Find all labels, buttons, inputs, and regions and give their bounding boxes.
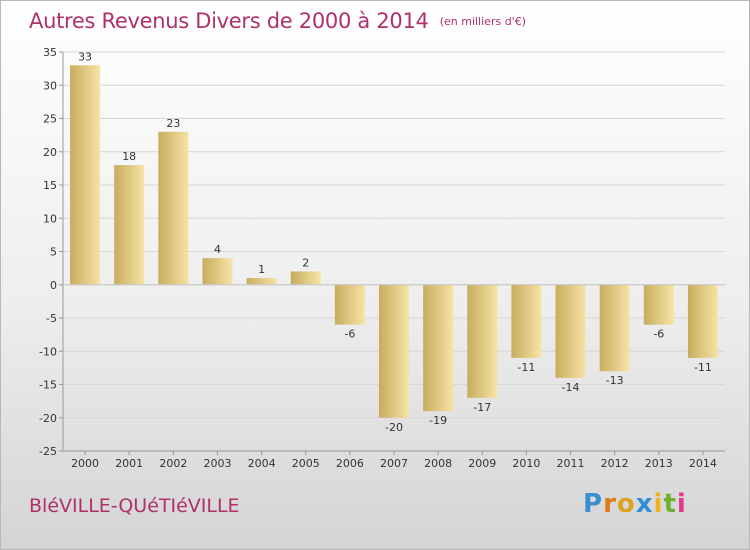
x-tick-label-2002: 2002	[159, 457, 187, 470]
bar-2005	[290, 271, 321, 285]
data-label-2002: 23	[166, 117, 180, 130]
x-tick-label-2004: 2004	[248, 457, 276, 470]
y-tick-label: 35	[43, 46, 57, 59]
y-tick-label: -20	[39, 412, 57, 425]
y-tick-label: 0	[50, 279, 57, 292]
logo-letter: i	[676, 489, 687, 519]
y-tick-label: -5	[46, 312, 57, 325]
bar-2000	[70, 65, 101, 285]
y-tick-label: 25	[43, 113, 57, 126]
y-tick-label: 10	[43, 212, 57, 225]
data-label-2014: -11	[694, 361, 712, 374]
commune-name: BléVILLE-QUéTIéVILLE	[29, 495, 240, 517]
logo-letter: t	[663, 489, 677, 519]
logo-letter: r	[603, 489, 617, 519]
bar-2009	[467, 284, 498, 398]
data-label-2006: -6	[344, 328, 355, 341]
data-label-2011: -14	[562, 381, 580, 394]
bar-2013	[643, 284, 674, 325]
x-tick-label-2005: 2005	[292, 457, 320, 470]
logo-letter: o	[616, 489, 636, 519]
data-label-2000: 33	[78, 50, 92, 63]
x-tick-label-2013: 2013	[645, 457, 673, 470]
x-tick-label-2014: 2014	[689, 457, 717, 470]
y-tick-label: 5	[50, 246, 57, 259]
data-label-2009: -17	[473, 401, 491, 414]
bar-2010	[511, 284, 542, 358]
bar-2007	[379, 284, 409, 418]
x-tick-label-2001: 2001	[115, 457, 143, 470]
x-tick-label-2003: 2003	[203, 457, 231, 470]
x-tick-label-2012: 2012	[601, 457, 629, 470]
chart-unit-note: (en milliers d'€)	[439, 15, 526, 28]
bar-2012	[599, 284, 630, 372]
y-tick-label: -10	[39, 345, 57, 358]
bar-2011	[555, 284, 586, 378]
logo-letter: x	[635, 489, 654, 519]
data-label-2005: 2	[302, 256, 309, 269]
x-tick-label-2006: 2006	[336, 457, 364, 470]
chart-title: Autres Revenus Divers de 2000 à 2014 (en…	[29, 9, 526, 33]
y-tick-label: -25	[39, 445, 57, 458]
x-tick-label-2000: 2000	[71, 457, 99, 470]
data-label-2008: -19	[429, 414, 447, 427]
data-label-2007: -20	[385, 421, 403, 434]
bar-2008	[423, 284, 454, 412]
bar-2006	[334, 284, 365, 325]
y-tick-label: 15	[43, 179, 57, 192]
proxiti-logo: Proxiti	[583, 489, 687, 519]
x-tick-label-2011: 2011	[557, 457, 585, 470]
bar-2001	[114, 165, 145, 285]
data-label-2001: 18	[122, 150, 136, 163]
x-tick-label-2007: 2007	[380, 457, 408, 470]
data-label-2010: -11	[517, 361, 535, 374]
logo-letter: P	[583, 489, 604, 519]
x-tick-label-2008: 2008	[424, 457, 452, 470]
logo-letter: i	[653, 489, 664, 519]
data-label-2004: 1	[258, 263, 265, 276]
data-label-2003: 4	[214, 243, 221, 256]
bar-2003	[202, 258, 233, 285]
bar-2004	[246, 278, 277, 285]
y-tick-label: 20	[43, 146, 57, 159]
x-tick-label-2009: 2009	[468, 457, 496, 470]
bar-2002	[158, 131, 189, 285]
chart-title-text: Autres Revenus Divers de 2000 à 2014	[29, 9, 429, 33]
data-label-2012: -13	[606, 374, 624, 387]
x-tick-label-2010: 2010	[512, 457, 540, 470]
y-tick-label: 30	[43, 79, 57, 92]
y-tick-label: -15	[39, 379, 57, 392]
bar-2014	[687, 284, 718, 358]
data-label-2013: -6	[653, 328, 664, 341]
